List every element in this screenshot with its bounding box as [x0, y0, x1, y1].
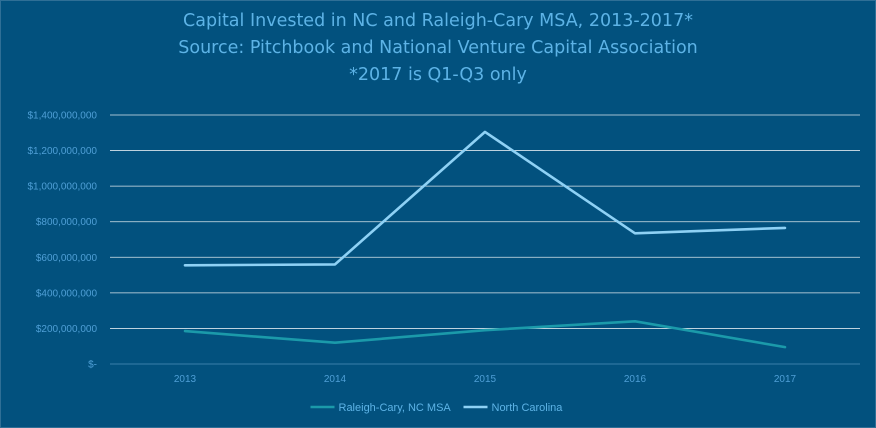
series-line-north-carolina [183, 130, 787, 267]
legend: Raleigh-Cary, NC MSA North Carolina [310, 402, 564, 414]
gridlines [110, 114, 860, 365]
y-tick-label: $200,000,000 [36, 324, 98, 335]
series-line-raleigh-cary-nc-msa [183, 319, 787, 349]
y-tick-label: $400,000,000 [36, 288, 98, 299]
chart-title: Capital Invested in NC and Raleigh-Cary … [0, 8, 876, 89]
title-line-1: Capital Invested in NC and Raleigh-Cary … [183, 11, 693, 31]
y-axis-ticks: $- $200,000,000 $400,000,000 $600,000,000 $8… [27, 111, 97, 371]
x-tick-label: 2013 [174, 374, 197, 385]
title-line-3: *2017 is Q1-Q3 only [349, 65, 527, 85]
legend-label: North Carolina [492, 402, 564, 414]
y-tick-label: $1,200,000,000 [27, 146, 97, 157]
x-tick-label: 2016 [624, 374, 647, 385]
legend-label: Raleigh-Cary, NC MSA [339, 402, 452, 414]
y-tick-label: $- [88, 360, 97, 371]
x-tick-label: 2014 [324, 374, 347, 385]
y-tick-label: $1,000,000,000 [27, 182, 97, 193]
y-tick-label: $800,000,000 [36, 217, 98, 228]
series-lines [183, 130, 787, 349]
x-axis-ticks: 2013 2014 2015 2016 2017 [174, 374, 797, 385]
title-line-2: Source: Pitchbook and National Venture C… [178, 38, 698, 58]
y-tick-label: $600,000,000 [36, 253, 98, 264]
x-tick-label: 2017 [774, 374, 797, 385]
x-tick-label: 2015 [474, 374, 497, 385]
y-tick-label: $1,400,000,000 [27, 111, 97, 122]
